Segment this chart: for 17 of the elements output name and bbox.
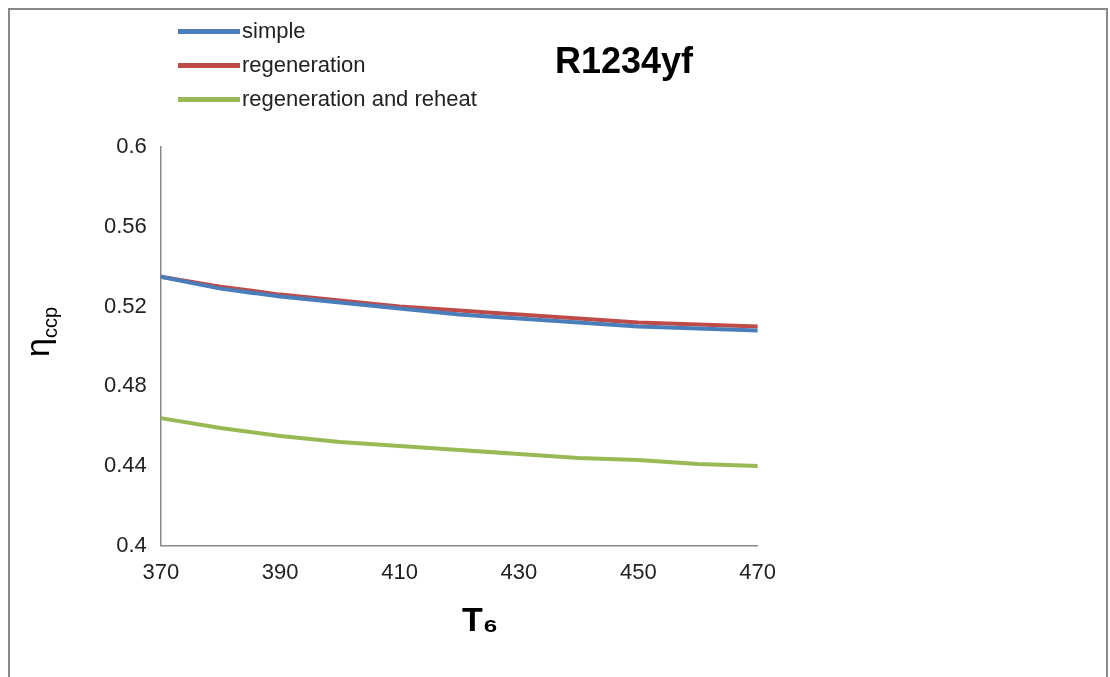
legend-label: simple — [242, 18, 306, 44]
y-tick-label: 0.6 — [116, 133, 147, 159]
legend-label: regeneration and reheat — [242, 86, 477, 112]
x-tick-label: 470 — [739, 558, 777, 584]
x-tick-label: 390 — [261, 558, 299, 584]
y-tick-label: 0.48 — [103, 372, 147, 398]
x-tick-label: 430 — [500, 558, 538, 584]
x-tick-label: 410 — [381, 558, 418, 584]
legend-label: regeneration — [242, 52, 366, 78]
y-tick-label: 0.56 — [103, 212, 147, 238]
x-tick-label: 450 — [619, 558, 657, 584]
chart-title: R1234yf — [555, 40, 694, 82]
y-tick-label: 0.52 — [103, 292, 147, 318]
y-tick-label: 0.4 — [116, 531, 147, 557]
x-axis-title: T₆ — [460, 600, 500, 639]
x-tick-label: 370 — [142, 558, 180, 584]
y-tick-label: 0.44 — [103, 451, 147, 477]
